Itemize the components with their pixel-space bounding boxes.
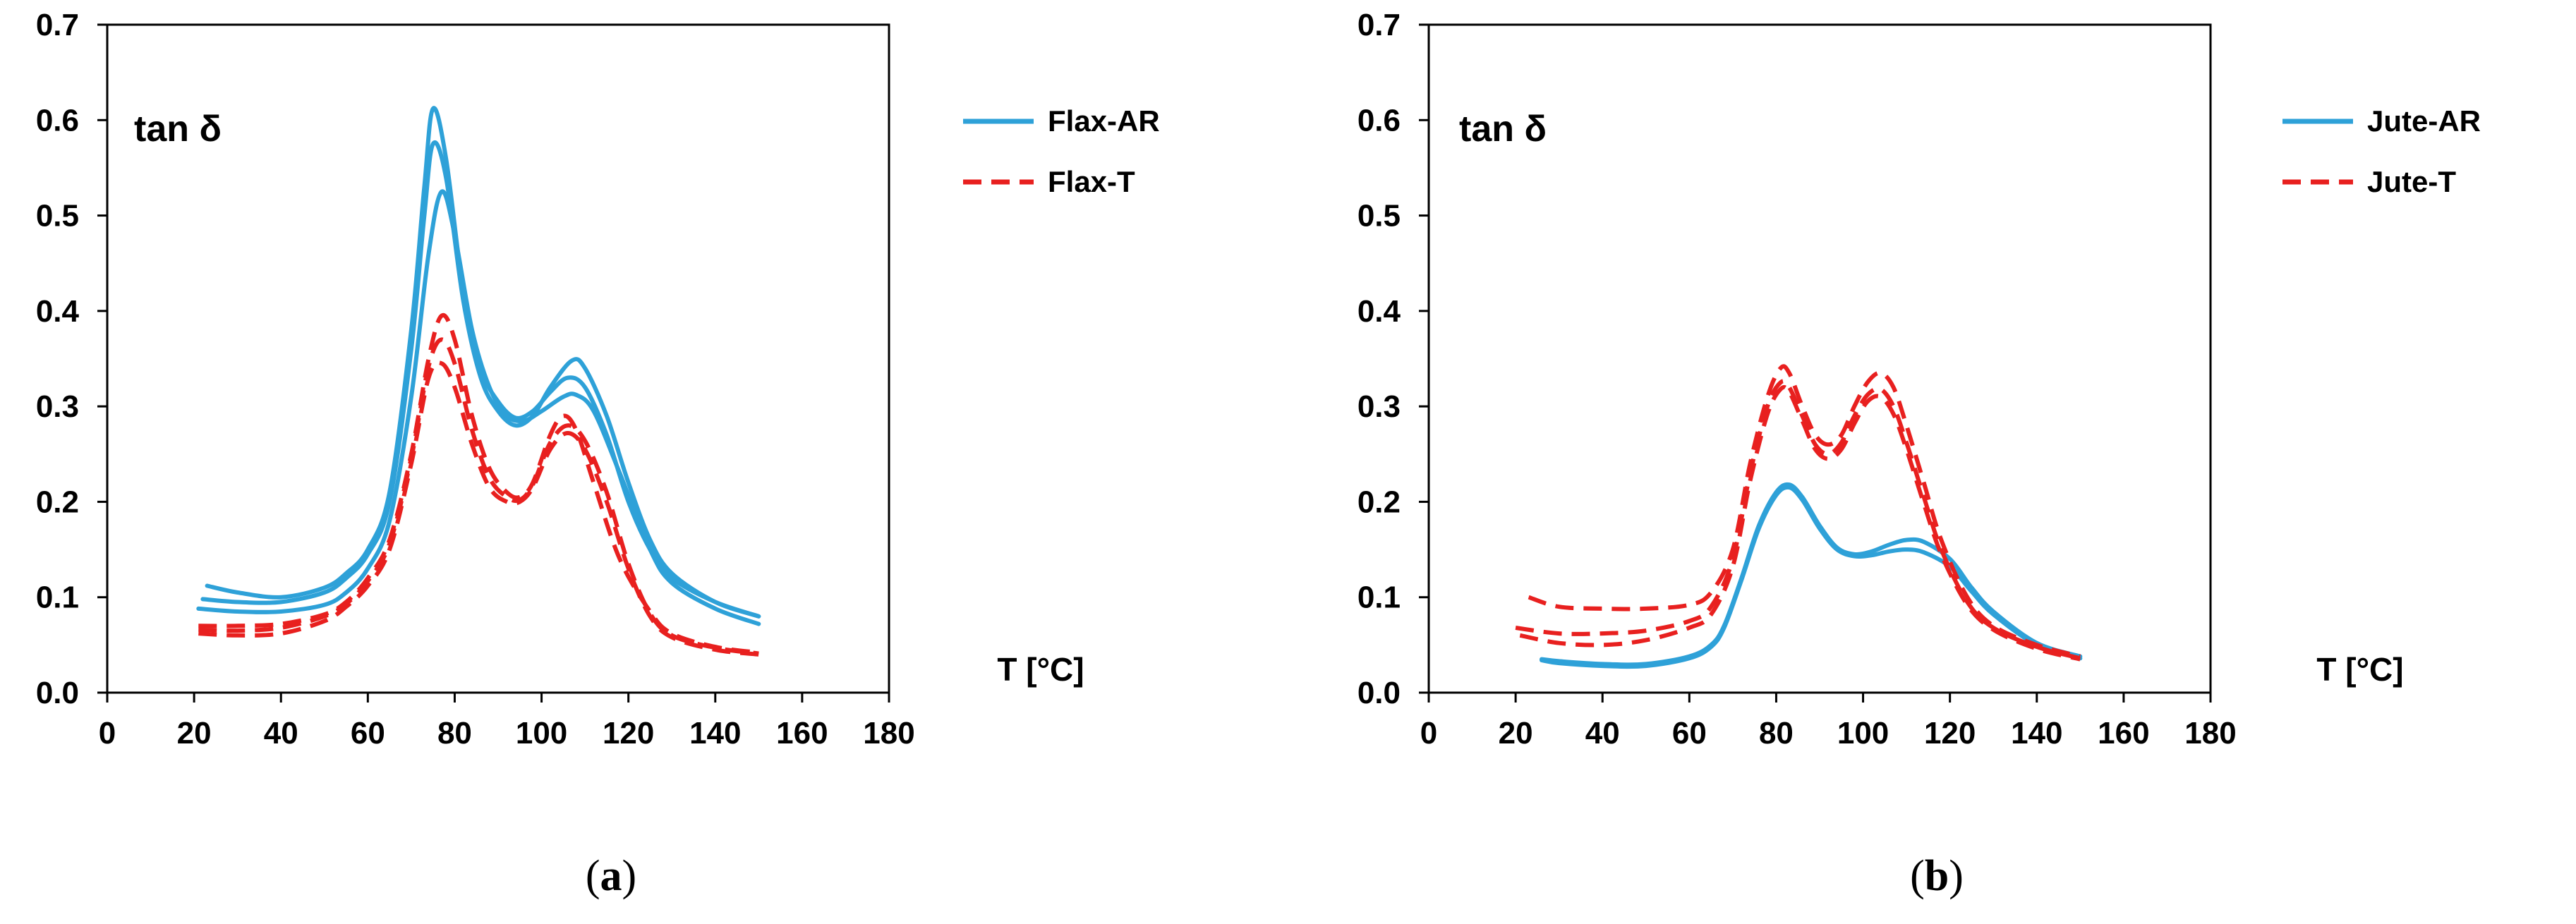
x-tick-label: 0 <box>1420 716 1437 750</box>
series-line-jute-ar-2 <box>1540 485 2083 669</box>
chart-panel-b: 0 20 40 60 80 100 120 140 160 180 0.0 0.1 0.2 0.3 0.4 0… <box>1357 8 2481 900</box>
x-tick-label: 140 <box>2011 716 2062 750</box>
x-tick-label: 160 <box>2098 716 2149 750</box>
plot-frame <box>106 23 890 694</box>
panel-caption: (b) <box>1910 852 1964 900</box>
x-tick-label: 120 <box>1924 716 1976 750</box>
series-line-flax-t-6 <box>198 337 759 656</box>
series-line-flax-ar-1 <box>205 106 761 619</box>
x-tick-label: 180 <box>2184 716 2236 750</box>
x-tick-label: 100 <box>516 716 567 750</box>
y-tick-label: 0.2 <box>1357 485 1401 519</box>
y-tick-label: 0.2 <box>36 485 79 519</box>
y-tick-label: 0.4 <box>1357 294 1401 329</box>
x-tick-label: 160 <box>776 716 828 750</box>
x-tick-label: 20 <box>1499 716 1533 750</box>
legend-label-1: Jute-AR <box>2367 104 2481 138</box>
legend: Flax-AR Flax-T <box>963 104 1160 198</box>
legend-label-1: Flax-AR <box>1048 104 1160 138</box>
y-tick-label: 0.7 <box>36 8 79 42</box>
x-tick-label: 40 <box>1585 716 1620 750</box>
x-axis-label: T [°C] <box>2316 651 2403 688</box>
y-tick-label: 0.1 <box>1357 580 1401 615</box>
series-line-flax-ar-3 <box>196 189 761 626</box>
legend-label-2: Jute-T <box>2367 165 2456 198</box>
y-tick-label: 0.4 <box>36 294 80 329</box>
y-tick-label: 0.5 <box>1357 199 1401 233</box>
x-tick-label: 180 <box>863 716 914 750</box>
x-tick-label: 20 <box>177 716 212 750</box>
series-line-jute-t-3 <box>1528 364 2081 659</box>
y-tick-label: 0.0 <box>1357 676 1401 710</box>
x-tick-label: 80 <box>437 716 472 750</box>
legend: Jute-AR Jute-T <box>2282 104 2481 198</box>
x-tick-label: 40 <box>264 716 298 750</box>
chart-panel-a: 0 20 40 60 80 100 120 140 160 180 0.0 0.1 0.2 0.3 0.4 0… <box>36 8 1160 900</box>
y-axis-label: tan δ <box>1459 109 1547 150</box>
x-tick-label: 140 <box>689 716 741 750</box>
x-tick-label: 60 <box>351 716 385 750</box>
y-tick-label: 0.6 <box>1357 103 1401 138</box>
y-tick-label: 0.3 <box>36 389 79 424</box>
y-tick-label: 0.5 <box>36 199 79 233</box>
x-tick-label: 60 <box>1672 716 1707 750</box>
y-tick-label: 0.0 <box>36 676 79 710</box>
y-axis-label: tan δ <box>134 109 222 150</box>
x-tick-label: 80 <box>1759 716 1794 750</box>
x-axis-label: T [°C] <box>997 651 1084 688</box>
x-tick-label: 120 <box>603 716 654 750</box>
series-line-flax-t-4 <box>198 312 759 655</box>
x-tick-label: 100 <box>1837 716 1889 750</box>
y-tick-label: 0.3 <box>1357 389 1401 424</box>
y-tick-label: 0.7 <box>1357 8 1401 42</box>
y-tick-label: 0.6 <box>36 103 79 138</box>
y-tick-label: 0.1 <box>36 580 79 615</box>
series-line-flax-ar-2 <box>200 140 761 619</box>
x-tick-label: 0 <box>99 716 116 750</box>
plot-frame <box>1427 23 2212 694</box>
panel-caption: (a) <box>586 852 636 900</box>
series-line-jute-t-5 <box>1519 384 2081 662</box>
legend-label-2: Flax-T <box>1048 165 1135 198</box>
